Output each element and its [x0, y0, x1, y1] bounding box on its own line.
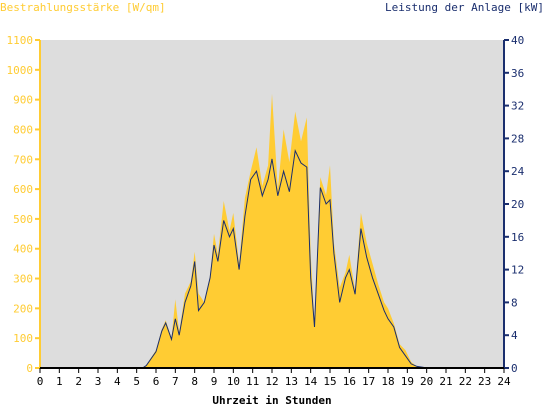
right-axis-title: Leistung der Anlage [kW]	[385, 1, 544, 14]
x-tick-label: 12	[265, 375, 278, 388]
x-tick-label: 23	[478, 375, 491, 388]
y-left-tick-label: 300	[13, 273, 33, 286]
x-tick-label: 13	[285, 375, 298, 388]
x-tick-label: 3	[95, 375, 102, 388]
y-right-tick-label: 16	[511, 231, 524, 244]
y-right-tick-label: 36	[511, 67, 524, 80]
y-left-tick-label: 1000	[7, 64, 34, 77]
left-axis-title: Bestrahlungsstärke [W/qm]	[0, 1, 166, 14]
x-tick-label: 9	[211, 375, 218, 388]
y-left-tick-label: 400	[13, 243, 33, 256]
y-right-tick-label: 24	[511, 165, 525, 178]
x-tick-label: 7	[172, 375, 179, 388]
x-tick-label: 4	[114, 375, 121, 388]
x-tick-label: 2	[75, 375, 82, 388]
x-tick-label: 19	[401, 375, 414, 388]
x-tick-label: 14	[304, 375, 318, 388]
y-left-tick-label: 200	[13, 302, 33, 315]
x-tick-label: 6	[153, 375, 160, 388]
irradiance-area	[40, 93, 504, 368]
x-tick-label: 20	[420, 375, 433, 388]
power-line	[40, 148, 504, 369]
y-right-tick-label: 0	[511, 362, 518, 375]
y-left-tick-label: 500	[13, 213, 33, 226]
x-tick-label: 21	[439, 375, 452, 388]
y-left-tick-label: 1100	[7, 34, 34, 47]
y-right-tick-label: 28	[511, 132, 524, 145]
y-right-tick-label: 20	[511, 198, 524, 211]
x-axis-label: Uhrzeit in Stunden	[212, 394, 331, 407]
y-left-tick-label: 800	[13, 123, 33, 136]
y-right-tick-label: 4	[511, 329, 518, 342]
y-right-tick-label: 12	[511, 264, 524, 277]
x-tick-label: 11	[246, 375, 259, 388]
x-tick-label: 5	[133, 375, 140, 388]
x-tick-label: 17	[362, 375, 375, 388]
x-tick-label: 0	[37, 375, 44, 388]
x-tick-label: 15	[323, 375, 336, 388]
y-right-tick-label: 40	[511, 34, 524, 47]
x-tick-label: 24	[497, 375, 511, 388]
x-tick-label: 8	[191, 375, 198, 388]
x-tick-label: 18	[381, 375, 394, 388]
y-right-tick-label: 8	[511, 296, 518, 309]
x-tick-label: 10	[227, 375, 240, 388]
y-left-tick-label: 0	[26, 362, 33, 375]
y-left-tick-label: 100	[13, 332, 33, 345]
y-left-tick-label: 900	[13, 94, 33, 107]
y-left-tick-label: 600	[13, 183, 33, 196]
x-tick-label: 1	[56, 375, 63, 388]
x-tick-label: 22	[459, 375, 472, 388]
y-right-tick-label: 32	[511, 100, 524, 113]
y-left-tick-label: 700	[13, 153, 33, 166]
x-tick-label: 16	[343, 375, 356, 388]
